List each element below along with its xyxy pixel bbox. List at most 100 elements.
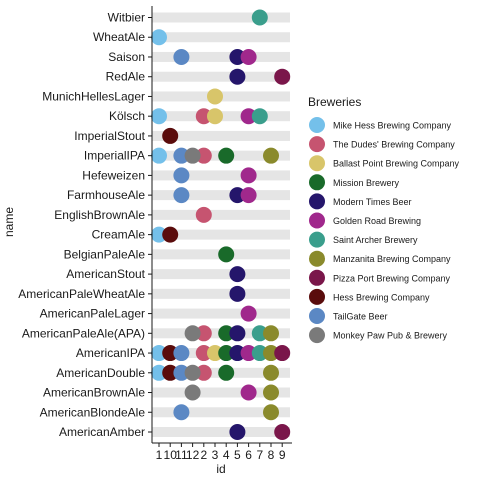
legend-items: Mike Hess Brewing Company The Dudes' Brew… bbox=[309, 117, 460, 344]
point-mike-hess-brewing-company-creamale bbox=[151, 226, 167, 243]
y-tick-label: AmericanPaleLager bbox=[40, 307, 145, 321]
point-golden-road-brewing-hefeweizen bbox=[240, 167, 257, 184]
point-the-dudes-brewing-company-englishbrownale bbox=[195, 206, 212, 223]
y-tick-label: AmericanBlondeAle bbox=[40, 405, 146, 419]
point-hess-brewing-company-imperialstout bbox=[162, 127, 179, 144]
point-tailgate-beer-hefeweizen bbox=[173, 167, 190, 184]
y-tick-label: RedAle bbox=[106, 70, 146, 84]
legend-key-hess-brewing-company bbox=[309, 288, 325, 305]
x-tick-label: 4 bbox=[223, 448, 230, 462]
y-tick-label: Witbier bbox=[108, 11, 145, 25]
point-mike-hess-brewing-company-americandouble bbox=[151, 364, 167, 381]
x-tick-label: 2 bbox=[200, 448, 207, 462]
band-witbier bbox=[152, 12, 290, 23]
x-tick-label: 5 bbox=[234, 448, 241, 462]
point-ballast-point-brewing-company-k-lsch bbox=[207, 108, 223, 125]
band-americanamber bbox=[152, 427, 290, 437]
legend-key-mission-brewery bbox=[309, 174, 325, 191]
point-hess-brewing-company-americandouble bbox=[162, 364, 179, 381]
point-golden-road-brewing-americanpalelager bbox=[240, 305, 257, 322]
band-americanbrownale bbox=[152, 387, 290, 398]
point-mike-hess-brewing-company-imperialipa bbox=[151, 147, 167, 164]
y-tick-label: BelgianPaleAle bbox=[64, 247, 146, 261]
point-manzanita-brewing-company-americanbrownale bbox=[263, 384, 279, 401]
x-tick-label: 10 bbox=[164, 448, 178, 462]
band-imperialstout bbox=[152, 130, 290, 141]
x-tick-label: 8 bbox=[268, 448, 275, 462]
point-mike-hess-brewing-company-americanipa bbox=[151, 345, 167, 362]
point-ballast-point-brewing-company-americanipa bbox=[207, 345, 223, 362]
band-creamale bbox=[152, 229, 290, 240]
legend-key-manzanita-brewing-company bbox=[309, 250, 325, 267]
point-manzanita-brewing-company-americanipa bbox=[263, 345, 279, 362]
legend-key-monkey-paw-pub-brewery bbox=[309, 327, 325, 344]
y-tick-label: AmericanPaleAle(APA) bbox=[22, 326, 145, 340]
legend-key-pizza-port-brewing-company bbox=[309, 269, 325, 286]
point-modern-times-beer-redale bbox=[229, 68, 246, 85]
point-tailgate-beer-farmhouseale bbox=[173, 187, 190, 204]
y-tick-label: AmericanStout bbox=[66, 267, 145, 281]
band-redale bbox=[152, 71, 290, 82]
point-modern-times-beer-americanpaleale-apa bbox=[229, 325, 246, 342]
point-pizza-port-brewing-company-americanamber bbox=[274, 424, 291, 440]
legend-label: Pizza Port Brewing Company bbox=[333, 273, 451, 283]
legend-key-mike-hess-brewing-company bbox=[309, 117, 325, 133]
x-tick-label: 11 bbox=[175, 448, 188, 462]
x-tick-label: 12 bbox=[186, 448, 200, 462]
point-mike-hess-brewing-company-k-lsch bbox=[151, 108, 167, 125]
y-tick-label: AmericanDouble bbox=[56, 366, 145, 380]
point-saint-archer-brewery-witbier bbox=[251, 9, 268, 26]
point-golden-road-brewing-americanbrownale bbox=[240, 384, 257, 401]
band-saison bbox=[152, 51, 290, 62]
y-tick-label: MunichHellesLager bbox=[42, 89, 145, 103]
x-tick-label: 9 bbox=[279, 448, 286, 462]
legend-title: Breweries bbox=[308, 95, 361, 109]
y-tick-labels: AmericanAmber AmericanBlondeAle AmericanBr… bbox=[18, 11, 152, 439]
legend-key-the-dudes-brewing-company bbox=[309, 136, 325, 153]
point-pizza-port-brewing-company-redale bbox=[274, 68, 291, 85]
point-tailgate-beer-americandouble bbox=[173, 364, 190, 381]
band-hefeweizen bbox=[152, 170, 290, 181]
point-manzanita-brewing-company-americanpaleale-apa bbox=[263, 325, 279, 342]
point-tailgate-beer-imperialipa bbox=[173, 147, 190, 164]
band-americanstout bbox=[152, 269, 290, 280]
point-monkey-paw-pub-brewery-americandouble bbox=[184, 364, 201, 381]
point-monkey-paw-pub-brewery-americanpaleale-apa bbox=[184, 325, 201, 342]
point-hess-brewing-company-creamale bbox=[162, 226, 179, 243]
legend-key-saint-archer-brewery bbox=[309, 231, 325, 248]
legend-label: Manzanita Brewing Company bbox=[333, 254, 451, 264]
legend-key-ballast-point-brewing-company bbox=[309, 155, 325, 172]
point-saint-archer-brewery-k-lsch bbox=[251, 108, 268, 125]
y-tick-label: ImperialIPA bbox=[84, 149, 145, 163]
band-americanpalelager bbox=[152, 308, 290, 319]
point-mission-brewery-americanpaleale-apa bbox=[218, 325, 235, 342]
point-golden-road-brewing-farmhouseale bbox=[240, 187, 257, 204]
point-manzanita-brewing-company-americanblondeale bbox=[263, 404, 279, 421]
y-tick-label: Saison bbox=[108, 50, 145, 64]
y-tick-label: Kölsch bbox=[109, 109, 145, 123]
point-monkey-paw-pub-brewery-americanbrownale bbox=[184, 384, 201, 401]
y-tick-label: EnglishBrownAle bbox=[54, 208, 145, 222]
point-mission-brewery-americanipa bbox=[218, 345, 235, 362]
y-tick-label: AmericanAmber bbox=[59, 425, 145, 439]
x-tick-label: 7 bbox=[256, 448, 263, 462]
point-golden-road-brewing-americanipa bbox=[240, 345, 257, 362]
point-the-dudes-brewing-company-imperialipa bbox=[195, 147, 212, 164]
y-tick-label: FarmhouseAle bbox=[67, 188, 145, 202]
point-modern-times-beer-saison bbox=[229, 48, 246, 65]
point-pizza-port-brewing-company-americanipa bbox=[274, 345, 291, 362]
y-tick-label: AmericanIPA bbox=[76, 346, 145, 360]
point-modern-times-beer-farmhouseale bbox=[229, 187, 246, 204]
band-farmhouseale bbox=[152, 190, 290, 201]
point-mission-brewery-belgianpaleale bbox=[218, 246, 235, 263]
y-tick-label: CreamAle bbox=[92, 228, 146, 242]
point-the-dudes-brewing-company-americanpaleale-apa bbox=[195, 325, 212, 342]
point-monkey-paw-pub-brewery-imperialipa bbox=[184, 147, 201, 164]
point-manzanita-brewing-company-imperialipa bbox=[263, 147, 279, 164]
band-englishbrownale bbox=[152, 209, 290, 220]
point-mission-brewery-imperialipa bbox=[218, 147, 235, 164]
band-americanpalewheatale bbox=[152, 288, 290, 299]
point-tailgate-beer-americanblondeale bbox=[173, 404, 190, 421]
point-mission-brewery-americandouble bbox=[218, 364, 235, 381]
